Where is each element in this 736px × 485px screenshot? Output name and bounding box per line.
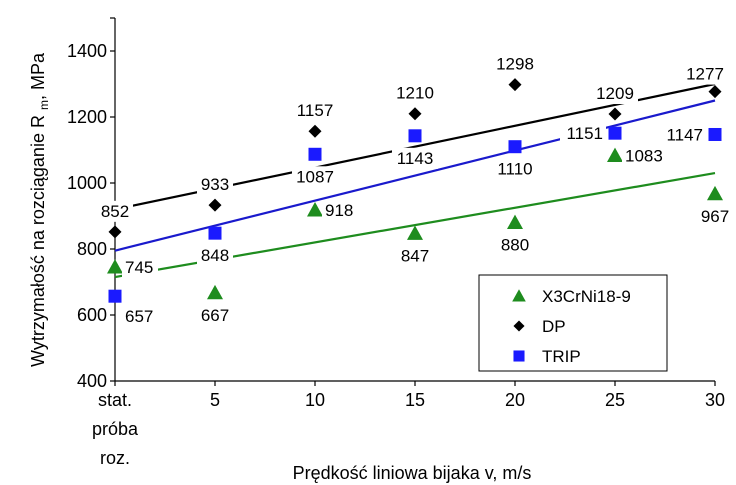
data-labels: 852 933 1157 1210 1298 1209 1277 745 657 848 667 10…	[97, 53, 733, 328]
point-trip	[408, 129, 422, 143]
legend-box	[478, 274, 668, 372]
data-label-bg	[592, 83, 638, 105]
point-x3crni18-9	[107, 259, 123, 274]
data-label-bg	[660, 124, 706, 146]
data-label: 1210	[396, 84, 434, 103]
data-label-bg	[97, 200, 133, 222]
y-axis-title-unit: , MPa	[28, 52, 48, 100]
legend-label: TRIP	[542, 347, 581, 366]
data-label-bg	[560, 123, 606, 145]
x-tick-label: stat. próba roz.	[92, 390, 139, 468]
data-label-bg	[392, 82, 438, 104]
data-label-bg	[197, 245, 233, 267]
data-points	[107, 78, 723, 303]
axes: 400 600 800 1000 1200 1400 stat. próba roz. 5 10 15…	[67, 17, 725, 468]
x-tick-label: 30	[705, 390, 725, 410]
data-label: 847	[401, 246, 429, 265]
data-label: 1151	[566, 124, 603, 143]
point-dp	[408, 107, 422, 121]
data-label: 848	[201, 246, 229, 265]
data-label-bg	[197, 304, 233, 326]
x-tick-label: 10	[305, 390, 325, 410]
data-label: 1209	[596, 84, 634, 103]
y-tick-label: 400	[77, 371, 107, 391]
point-trip	[208, 226, 222, 240]
data-label-bg	[682, 63, 728, 85]
legend-marker-x3crni18-9	[512, 289, 526, 302]
y-tick-label: 1400	[67, 41, 107, 61]
point-x3crni18-9	[607, 147, 623, 163]
legend-marker-dp	[513, 320, 525, 332]
point-x3crni18-9	[307, 202, 323, 217]
data-label-bg	[122, 257, 158, 279]
data-label: 1298	[496, 55, 534, 74]
point-dp	[708, 85, 722, 99]
y-tick-label: 1000	[67, 173, 107, 193]
point-trip	[308, 147, 322, 161]
y-tick-label: 800	[77, 239, 107, 259]
y-tick-label: 1200	[67, 107, 107, 127]
data-label: 1110	[497, 160, 532, 179]
point-dp	[108, 225, 122, 239]
point-dp	[608, 107, 622, 121]
data-label: 1147	[666, 125, 703, 144]
data-label: 1143	[397, 149, 434, 168]
data-label: 918	[325, 201, 353, 220]
data-label: 852	[101, 202, 129, 221]
point-x3crni18-9	[207, 284, 223, 300]
data-label-bg	[492, 53, 538, 75]
data-label-bg	[622, 145, 668, 167]
data-label-bg	[197, 174, 233, 196]
data-label: 1087	[296, 167, 334, 186]
data-label-bg	[292, 100, 338, 122]
data-label-bg	[497, 234, 533, 256]
y-axis-title: Wytrzymałość na rozciąganie R m, MPa	[28, 52, 51, 367]
y-tick-label: 600	[77, 305, 107, 325]
data-label-bg	[292, 166, 338, 188]
data-label: 880	[501, 236, 529, 255]
point-dp	[508, 78, 522, 92]
y-axis-title-main: Wytrzymałość na rozciąganie R	[28, 115, 48, 367]
data-label: 745	[125, 258, 153, 277]
point-x3crni18-9	[507, 214, 523, 229]
point-dp	[208, 198, 222, 212]
point-trip	[508, 140, 522, 154]
data-label-bg	[697, 205, 733, 227]
x-tick-label: 5	[210, 390, 220, 410]
x-axis-title: Prędkość liniowa bijaka v, m/s	[293, 463, 532, 483]
legend-marker-trip	[513, 350, 525, 362]
data-label: 933	[201, 175, 229, 194]
point-x3crni18-9	[707, 185, 723, 201]
y-axis-title-sub: m	[37, 100, 51, 110]
trend-line-trip	[114, 99, 716, 252]
data-label: 1277	[686, 65, 724, 84]
point-trip	[708, 127, 722, 141]
point-trip	[608, 126, 622, 140]
data-label: 1157	[297, 101, 334, 120]
point-x3crni18-9	[407, 225, 423, 240]
data-label: 1083	[625, 147, 663, 166]
data-label-bg	[492, 158, 538, 180]
legend-label: DP	[542, 317, 566, 336]
data-label-bg	[392, 147, 438, 169]
legend: X3CrNi18-9 DP TRIP	[478, 274, 668, 372]
data-label-bg	[322, 200, 358, 222]
data-label: 967	[701, 207, 729, 226]
x-tick-label: 20	[505, 390, 525, 410]
data-label-bg	[122, 306, 158, 328]
data-label-bg	[397, 245, 433, 267]
data-label: 657	[125, 307, 153, 326]
point-trip	[108, 289, 122, 303]
legend-label: X3CrNi18-9	[542, 287, 631, 306]
data-label: 667	[201, 306, 229, 325]
x-tick-label: 25	[605, 390, 625, 410]
point-dp	[308, 124, 322, 138]
x-tick-label: 15	[405, 390, 425, 410]
